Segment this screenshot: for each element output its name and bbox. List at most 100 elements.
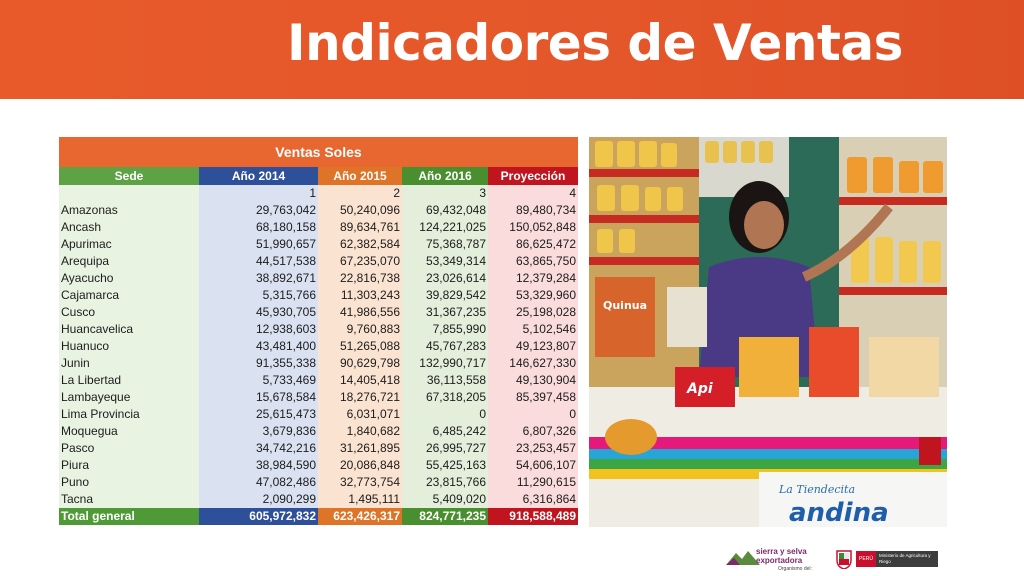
peru-label: PERÚ (856, 551, 876, 567)
value-cell: 12,938,603 (199, 321, 318, 338)
sede-cell: Huancavelica (59, 321, 199, 338)
value-cell: 0 (488, 406, 578, 423)
value-cell: 7,855,990 (402, 321, 488, 338)
slide-title: Indicadores de Ventas (287, 14, 903, 72)
product-label-api: Api (686, 381, 713, 397)
value-cell: 14,405,418 (318, 372, 402, 389)
sede-cell: Cusco (59, 304, 199, 321)
value-cell: 34,742,216 (199, 440, 318, 457)
sede-cell: Apurimac (59, 236, 199, 253)
sede-cell: Puno (59, 474, 199, 491)
table-header-row: Sede Año 2014 Año 2015 Año 2016 Proyecci… (59, 167, 578, 185)
table-body: Amazonas 29,763,042 50,240,096 69,432,048 89… (59, 202, 578, 508)
value-cell: 44,517,538 (199, 253, 318, 270)
value-cell: 9,760,883 (318, 321, 402, 338)
value-cell: 6,807,326 (488, 423, 578, 440)
sede-cell: Ayacucho (59, 270, 199, 287)
store-photo: Quinua Api La Tiendecita andina (589, 137, 947, 527)
value-cell: 11,290,615 (488, 474, 578, 491)
value-cell: 5,102,546 (488, 321, 578, 338)
value-cell: 5,315,766 (199, 287, 318, 304)
value-cell: 51,990,657 (199, 236, 318, 253)
value-cell: 54,606,107 (488, 457, 578, 474)
value-cell: 63,865,750 (488, 253, 578, 270)
table-total-row: Total general 605,972,832 623,426,317 82… (59, 508, 578, 525)
sede-cell: Ancash (59, 219, 199, 236)
table-row: Huanuco 43,481,400 51,265,088 45,767,283 49,… (59, 338, 578, 355)
value-cell: 12,379,284 (488, 270, 578, 287)
value-cell: 23,815,766 (402, 474, 488, 491)
table-row: Junin 91,355,338 90,629,798 132,990,717 146,… (59, 355, 578, 372)
total-label: Total general (59, 508, 199, 525)
table-row: Piura 38,984,590 20,086,848 55,425,163 54,60… (59, 457, 578, 474)
table-row: Huancavelica 12,938,603 9,760,883 7,855,990… (59, 321, 578, 338)
value-cell: 6,485,242 (402, 423, 488, 440)
sede-cell: Lima Provincia (59, 406, 199, 423)
value-cell: 85,397,458 (488, 389, 578, 406)
sye-line2: exportadora (756, 556, 803, 565)
value-cell: 2,090,299 (199, 491, 318, 508)
value-cell: 53,349,314 (402, 253, 488, 270)
header-year-2015: Año 2015 (318, 167, 402, 185)
value-cell: 67,318,205 (402, 389, 488, 406)
table-row: Puno 47,082,486 32,773,754 23,815,766 11,290… (59, 474, 578, 491)
value-cell: 50,240,096 (318, 202, 402, 219)
header-year-2016: Año 2016 (402, 167, 488, 185)
ministry-label: Ministerio de Agricultura y Riego (876, 551, 938, 567)
total-2016: 824,771,235 (402, 508, 488, 525)
table-row: Moquegua 3,679,836 1,840,682 6,485,242 6,807… (59, 423, 578, 440)
table-row: Lambayeque 15,678,584 18,276,721 67,318,205… (59, 389, 578, 406)
value-cell: 68,180,158 (199, 219, 318, 236)
sede-cell: Huanuco (59, 338, 199, 355)
value-cell: 75,368,787 (402, 236, 488, 253)
sede-cell: Pasco (59, 440, 199, 457)
value-cell: 22,816,738 (318, 270, 402, 287)
value-cell: 53,329,960 (488, 287, 578, 304)
value-cell: 1,495,111 (318, 491, 402, 508)
value-cell: 6,316,864 (488, 491, 578, 508)
value-cell: 25,615,473 (199, 406, 318, 423)
table-cell: 2 (318, 185, 402, 202)
value-cell: 38,892,671 (199, 270, 318, 287)
value-cell: 69,432,048 (402, 202, 488, 219)
total-2015: 623,426,317 (318, 508, 402, 525)
value-cell: 41,986,556 (318, 304, 402, 321)
value-cell: 26,995,727 (402, 440, 488, 457)
value-cell: 31,367,235 (402, 304, 488, 321)
table-row: Cusco 45,930,705 41,986,556 31,367,235 25,19… (59, 304, 578, 321)
value-cell: 47,082,486 (199, 474, 318, 491)
value-cell: 89,634,761 (318, 219, 402, 236)
table-cell: 3 (402, 185, 488, 202)
value-cell: 91,355,338 (199, 355, 318, 372)
value-cell: 146,627,330 (488, 355, 578, 372)
value-cell: 36,113,558 (402, 372, 488, 389)
value-cell: 45,767,283 (402, 338, 488, 355)
table-cell: 1 (199, 185, 318, 202)
value-cell: 6,031,071 (318, 406, 402, 423)
table-index-row: 1 2 3 4 (59, 185, 578, 202)
value-cell: 45,930,705 (199, 304, 318, 321)
value-cell: 3,679,836 (199, 423, 318, 440)
value-cell: 18,276,721 (318, 389, 402, 406)
title-banner: Indicadores de Ventas (0, 0, 1024, 99)
value-cell: 86,625,472 (488, 236, 578, 253)
table-row: Tacna 2,090,299 1,495,111 5,409,020 6,316,86… (59, 491, 578, 508)
table-cell: 4 (488, 185, 578, 202)
value-cell: 5,409,020 (402, 491, 488, 508)
value-cell: 25,198,028 (488, 304, 578, 321)
sierra-y-selva-logo: sierra y selva exportadora Organismo del… (726, 545, 826, 573)
table-row: Cajamarca 5,315,766 11,303,243 39,829,542 53… (59, 287, 578, 304)
table-row: Arequipa 44,517,538 67,235,070 53,349,314 63… (59, 253, 578, 270)
product-label-quinua: Quinua (603, 299, 647, 312)
table-cell (59, 185, 199, 202)
sye-line3: Organismo del: (778, 566, 812, 572)
ministry-logo: PERÚ Ministerio de Agricultura y Riego (836, 549, 938, 569)
table-row: La Libertad 5,733,469 14,405,418 36,113,558… (59, 372, 578, 389)
coat-of-arms-icon (836, 550, 852, 569)
value-cell: 124,221,025 (402, 219, 488, 236)
table-row: Lima Provincia 25,615,473 6,031,071 0 0 (59, 406, 578, 423)
store-photo-illustration: Quinua Api La Tiendecita andina (589, 137, 947, 527)
table-row: Ayacucho 38,892,671 22,816,738 23,026,614 12… (59, 270, 578, 287)
table-row: Apurimac 51,990,657 62,382,584 75,368,787 86… (59, 236, 578, 253)
sede-cell: Tacna (59, 491, 199, 508)
